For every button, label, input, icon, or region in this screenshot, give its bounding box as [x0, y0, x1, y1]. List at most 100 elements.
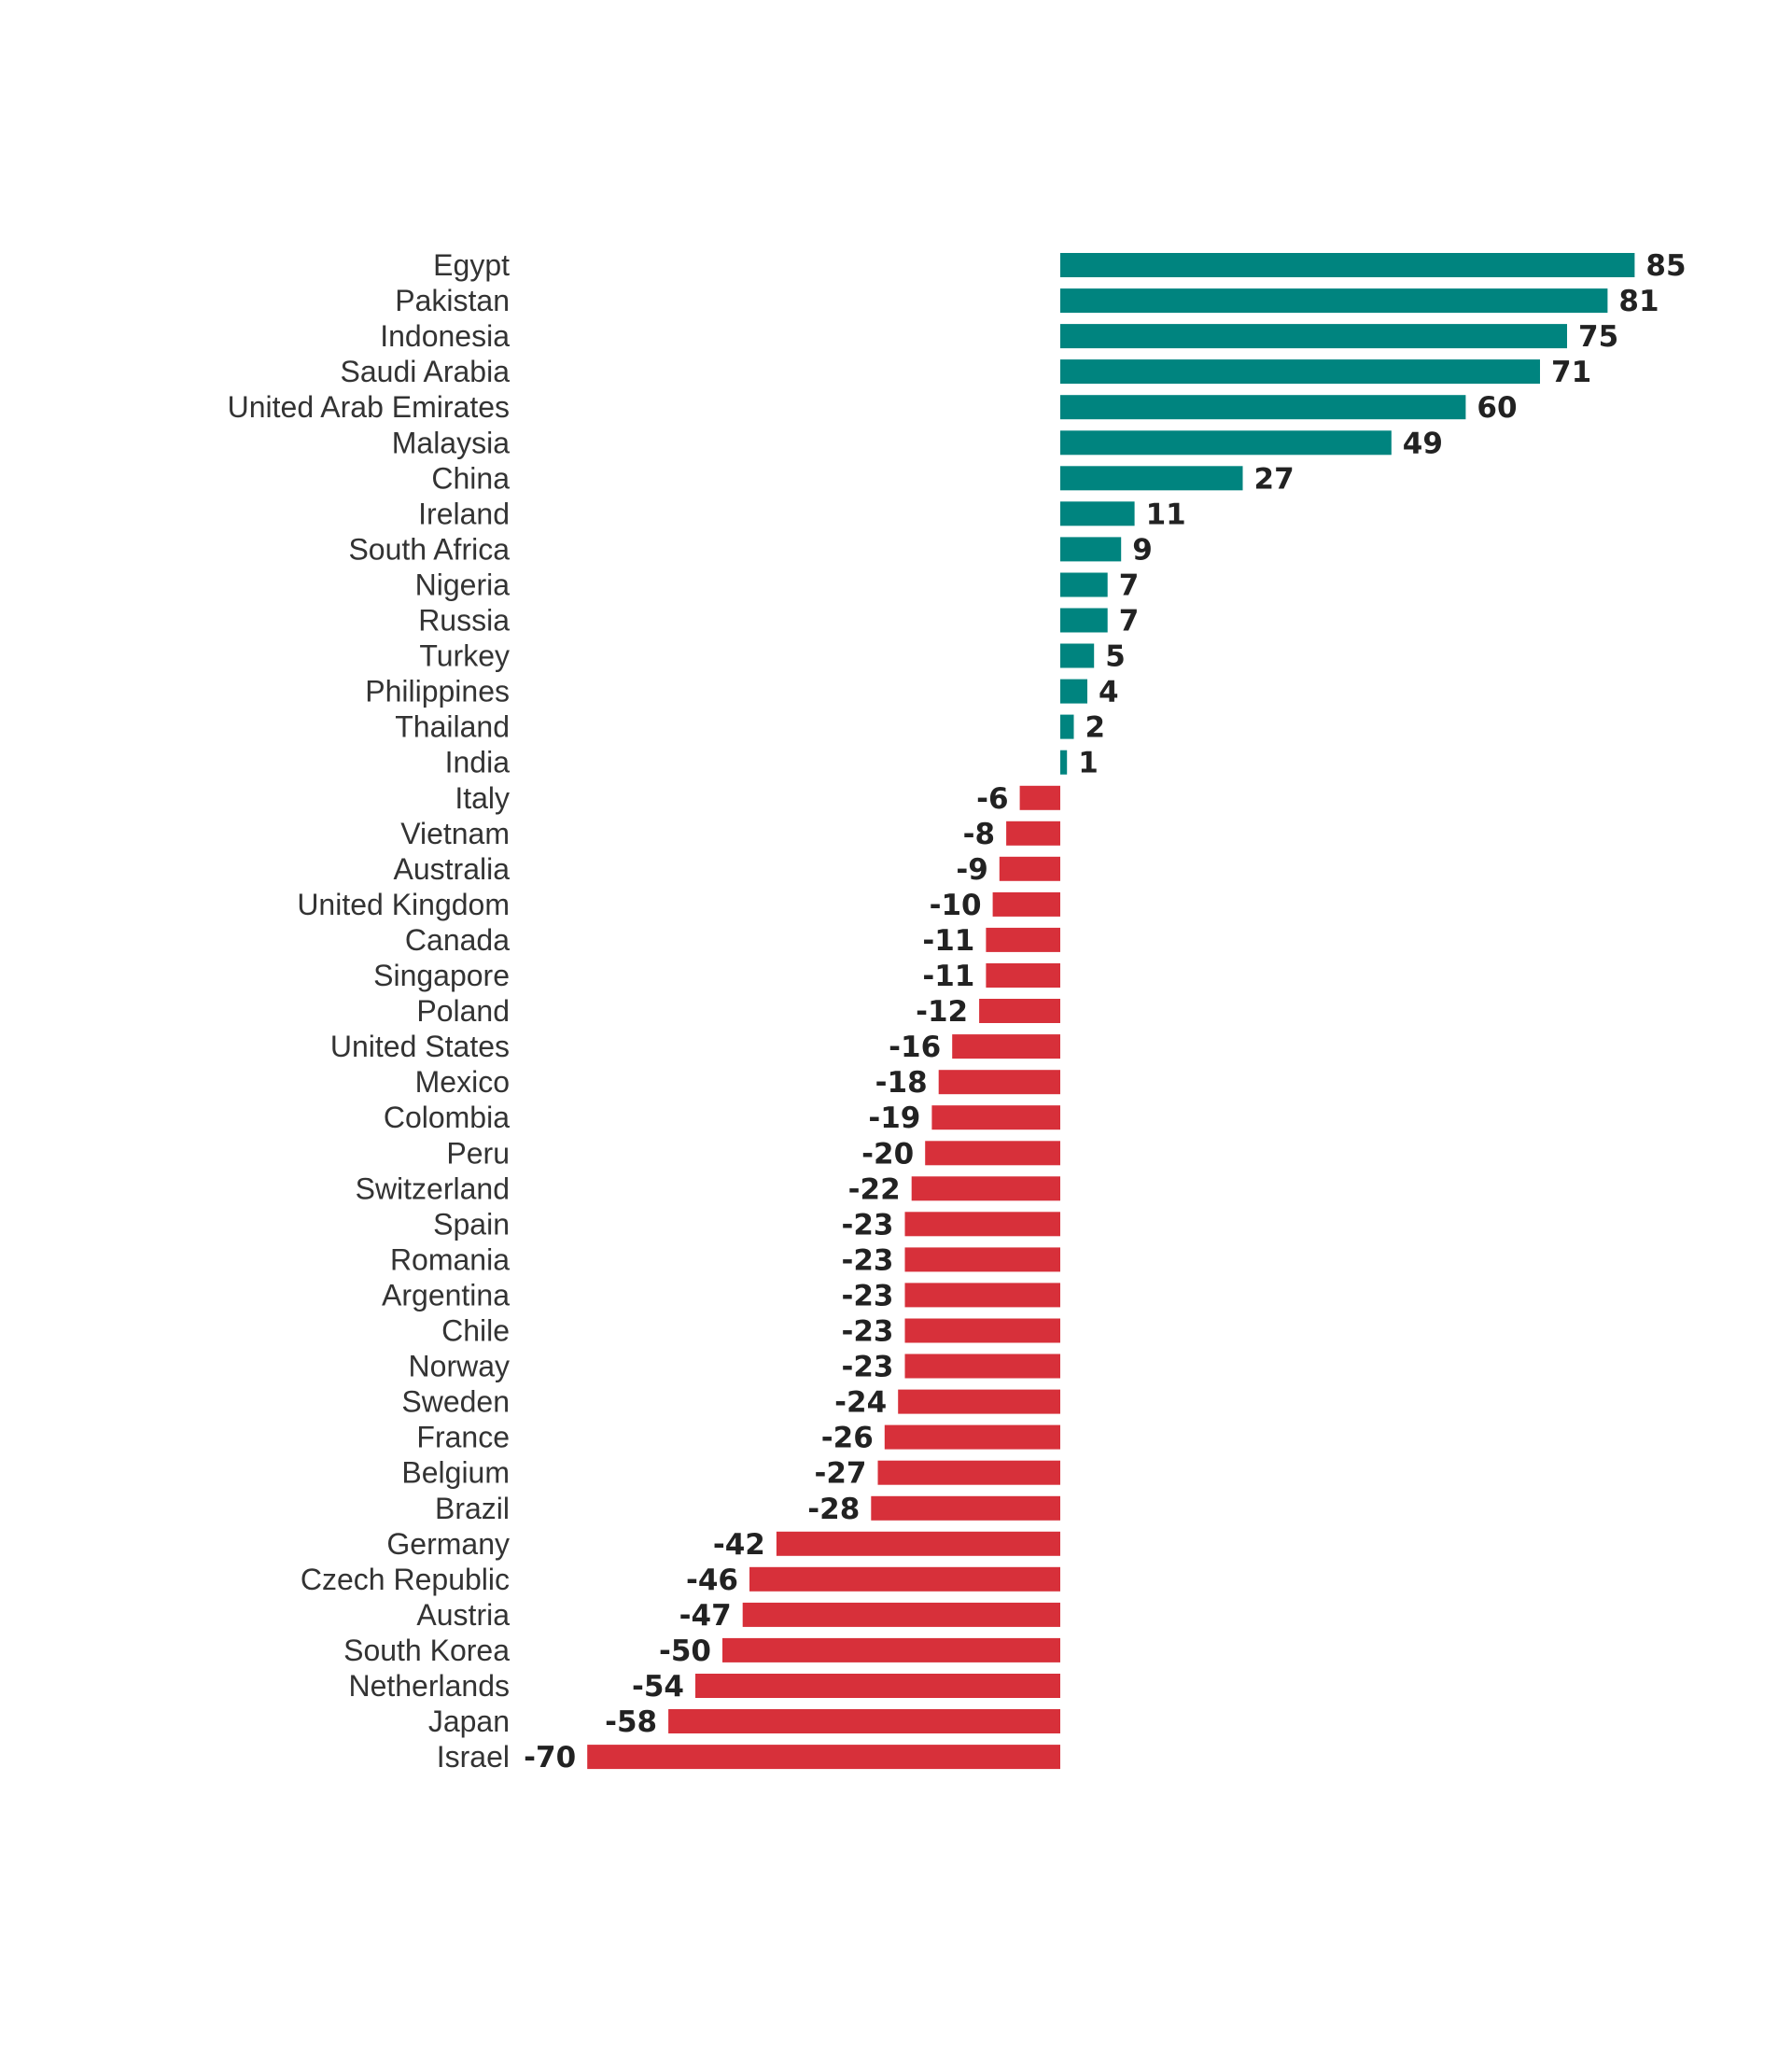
value-label-austria: -47 — [679, 1599, 732, 1633]
category-label-pakistan: Pakistan — [395, 284, 510, 317]
value-label-italy: -6 — [976, 782, 1008, 816]
category-label-united-arab-emirates: United Arab Emirates — [228, 390, 510, 424]
category-label-poland: Poland — [416, 994, 510, 1028]
category-label-australia: Australia — [394, 852, 511, 886]
value-label-philippines: 4 — [1099, 676, 1119, 709]
category-label-netherlands: Netherlands — [348, 1669, 510, 1703]
value-label-spain: -23 — [841, 1208, 893, 1241]
bar-mexico — [938, 1070, 1060, 1095]
category-label-singapore: Singapore — [373, 959, 510, 992]
category-label-switzerland: Switzerland — [356, 1171, 510, 1205]
value-label-switzerland: -22 — [848, 1172, 901, 1206]
category-label-nigeria: Nigeria — [415, 568, 511, 602]
value-label-israel: -70 — [524, 1741, 576, 1774]
category-label-germany: Germany — [386, 1527, 510, 1561]
bar-argentina — [904, 1283, 1060, 1308]
category-label-spain: Spain — [433, 1207, 510, 1241]
bar-philippines — [1060, 679, 1087, 704]
bar-poland — [979, 999, 1060, 1023]
bar-nigeria — [1060, 572, 1108, 597]
category-label-chile: Chile — [441, 1314, 510, 1348]
value-label-brazil: -28 — [807, 1493, 860, 1526]
value-label-canada: -11 — [922, 924, 974, 958]
bar-pakistan — [1060, 288, 1608, 314]
value-label-egypt: 85 — [1645, 249, 1686, 283]
bar-israel — [587, 1745, 1060, 1770]
value-label-chile: -23 — [841, 1315, 893, 1349]
value-label-ireland: 11 — [1146, 498, 1186, 531]
bar-chile — [904, 1318, 1060, 1343]
bar-italy — [1019, 785, 1060, 810]
category-label-brazil: Brazil — [435, 1492, 510, 1525]
value-label-china: 27 — [1254, 462, 1295, 496]
bar-indonesia — [1060, 324, 1567, 349]
category-label-czech-republic: Czech Republic — [301, 1563, 510, 1596]
bar-thailand — [1060, 714, 1074, 739]
value-label-united-kingdom: -10 — [930, 889, 982, 922]
bars-group — [587, 253, 1635, 1770]
bar-germany — [776, 1531, 1060, 1556]
value-label-south-africa: 9 — [1132, 533, 1153, 567]
category-label-united-states: United States — [330, 1030, 510, 1063]
category-label-canada: Canada — [405, 923, 510, 957]
bar-egypt — [1060, 253, 1635, 277]
category-label-norway: Norway — [409, 1350, 510, 1383]
category-label-italy: Italy — [455, 781, 510, 815]
bar-czech-republic — [749, 1566, 1060, 1592]
bar-singapore — [986, 963, 1060, 988]
category-label-colombia: Colombia — [384, 1101, 510, 1134]
bar-saudi-arabia — [1060, 359, 1540, 385]
value-label-pakistan: 81 — [1618, 285, 1659, 318]
category-label-mexico: Mexico — [415, 1065, 510, 1099]
bar-india — [1060, 750, 1068, 775]
value-label-india: 1 — [1078, 747, 1099, 780]
bar-france — [884, 1424, 1060, 1450]
category-label-india: India — [445, 746, 511, 779]
bar-romania — [904, 1247, 1060, 1272]
bar-united-arab-emirates — [1060, 395, 1466, 420]
bar-canada — [986, 927, 1060, 952]
category-label-united-kingdom: United Kingdom — [297, 888, 510, 921]
category-label-france: France — [416, 1421, 510, 1454]
category-label-south-africa: South Africa — [348, 532, 510, 566]
category-label-romania: Romania — [390, 1242, 510, 1276]
value-label-argentina: -23 — [841, 1279, 893, 1312]
value-label-south-korea: -50 — [659, 1634, 711, 1668]
value-label-sweden: -24 — [834, 1386, 887, 1420]
bar-ireland — [1060, 501, 1135, 526]
category-label-south-korea: South Korea — [343, 1634, 510, 1667]
value-label-romania: -23 — [841, 1243, 893, 1277]
category-label-vietnam: Vietnam — [400, 817, 510, 850]
category-label-austria: Austria — [416, 1598, 510, 1632]
category-label-ireland: Ireland — [418, 497, 510, 530]
category-label-philippines: Philippines — [365, 675, 510, 708]
value-label-singapore: -11 — [922, 960, 974, 993]
category-label-turkey: Turkey — [419, 639, 510, 673]
bar-spain — [904, 1212, 1060, 1237]
value-label-colombia: -19 — [868, 1101, 920, 1135]
bar-china — [1060, 466, 1243, 491]
value-label-czech-republic: -46 — [686, 1564, 738, 1597]
value-label-germany: -42 — [713, 1528, 765, 1562]
value-label-indonesia: 75 — [1578, 320, 1618, 354]
category-label-russia: Russia — [418, 604, 510, 638]
bar-united-states — [952, 1034, 1060, 1059]
value-label-saudi-arabia: 71 — [1551, 356, 1591, 389]
value-label-netherlands: -54 — [632, 1670, 684, 1704]
category-label-israel: Israel — [437, 1740, 510, 1774]
bar-south-africa — [1060, 537, 1122, 562]
value-label-nigeria: 7 — [1119, 569, 1140, 603]
bar-switzerland — [911, 1176, 1060, 1201]
bar-brazil — [871, 1495, 1060, 1521]
value-label-peru: -20 — [861, 1137, 914, 1171]
bar-peru — [925, 1141, 1060, 1166]
bar-japan — [668, 1709, 1060, 1733]
category-label-peru: Peru — [446, 1136, 510, 1170]
value-label-malaysia: 49 — [1403, 427, 1443, 460]
category-label-indonesia: Indonesia — [380, 319, 510, 353]
value-label-vietnam: -8 — [963, 818, 995, 851]
value-label-thailand: 2 — [1085, 711, 1106, 745]
bar-colombia — [931, 1105, 1060, 1130]
